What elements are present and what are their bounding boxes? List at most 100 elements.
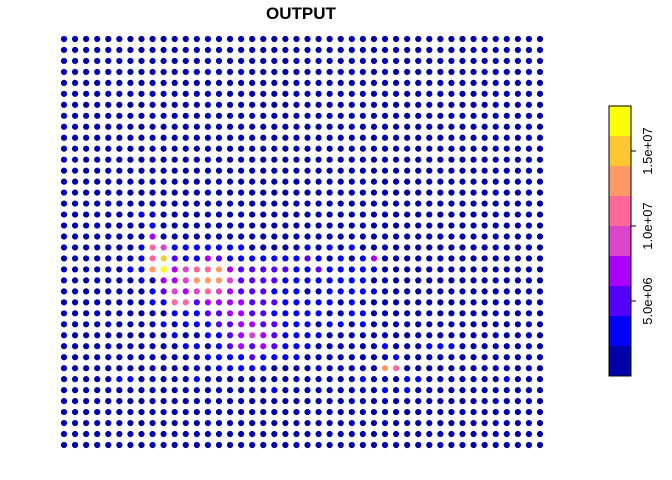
data-point — [392, 419, 400, 427]
data-point — [105, 419, 112, 427]
data-point — [105, 211, 112, 218]
data-point — [204, 90, 212, 97]
data-point — [392, 123, 400, 130]
data-point — [83, 266, 90, 273]
data-point — [260, 387, 267, 394]
data-point — [437, 200, 444, 207]
data-point — [426, 200, 433, 207]
data-point — [160, 244, 167, 251]
data-point — [260, 167, 267, 174]
data-point — [226, 441, 234, 449]
data-point — [149, 200, 156, 207]
data-point — [83, 200, 90, 207]
data-point — [105, 321, 112, 328]
data-point — [536, 310, 544, 317]
data-point — [448, 112, 455, 119]
data-point — [226, 233, 234, 240]
data-point — [204, 156, 212, 163]
data-point — [415, 101, 422, 108]
data-point — [337, 46, 344, 54]
data-point — [271, 200, 278, 207]
data-point — [105, 430, 112, 438]
data-point — [470, 200, 477, 207]
data-point — [149, 321, 156, 328]
data-point — [437, 90, 444, 97]
data-point — [83, 68, 90, 76]
data-point — [326, 408, 333, 416]
data-point — [204, 255, 212, 262]
data-point — [116, 101, 123, 108]
data-point — [215, 156, 223, 163]
data-point — [182, 332, 189, 339]
data-point — [249, 365, 256, 372]
data-point — [271, 365, 278, 372]
data-point — [437, 332, 444, 339]
data-point — [448, 222, 455, 229]
data-point — [370, 430, 378, 438]
data-point — [481, 123, 488, 130]
data-point — [260, 354, 267, 361]
data-point — [392, 178, 400, 185]
data-point — [171, 299, 178, 306]
data-point — [459, 441, 466, 449]
data-point — [83, 408, 90, 416]
data-point — [525, 365, 533, 372]
data-point — [437, 441, 444, 449]
data-point — [392, 354, 400, 361]
data-point — [60, 266, 68, 273]
data-point — [392, 211, 400, 218]
data-point — [94, 277, 101, 284]
data-point — [459, 430, 466, 438]
data-point — [437, 145, 444, 152]
data-point — [94, 101, 101, 108]
data-point — [160, 167, 167, 174]
data-point — [116, 387, 123, 394]
data-point — [293, 90, 300, 97]
data-point — [536, 57, 544, 65]
data-point — [182, 35, 189, 43]
data-point — [83, 343, 90, 350]
data-point — [392, 430, 400, 438]
data-point — [293, 123, 300, 130]
data-point — [116, 112, 123, 119]
data-point — [249, 35, 256, 43]
data-point — [260, 200, 267, 207]
data-point — [514, 244, 521, 251]
data-point — [116, 255, 123, 262]
data-point — [536, 145, 544, 152]
data-point — [182, 101, 189, 108]
data-point — [370, 156, 378, 163]
data-point — [326, 123, 333, 130]
data-point — [282, 266, 289, 273]
data-point — [304, 255, 311, 262]
data-point — [238, 255, 245, 262]
data-point — [193, 222, 200, 229]
data-point — [60, 332, 68, 339]
data-point — [459, 233, 466, 240]
data-point — [60, 255, 68, 262]
data-point — [304, 189, 311, 196]
data-point — [127, 430, 134, 438]
data-point — [492, 321, 499, 328]
data-point — [160, 277, 167, 284]
data-point — [94, 354, 101, 361]
data-point — [149, 211, 156, 218]
data-point — [481, 430, 488, 438]
data-point — [348, 299, 355, 306]
data-point — [492, 134, 499, 141]
data-point — [105, 255, 112, 262]
data-point — [448, 354, 455, 361]
data-point — [392, 189, 400, 196]
data-point — [282, 46, 289, 54]
data-point — [282, 222, 289, 229]
data-point — [282, 123, 289, 130]
data-point — [215, 112, 223, 119]
data-point — [525, 46, 533, 54]
data-point — [83, 145, 90, 152]
data-point — [160, 387, 167, 394]
chart-title: OUTPUT — [266, 4, 337, 23]
data-point — [160, 112, 167, 119]
data-point — [481, 145, 488, 152]
data-point — [525, 343, 533, 350]
data-point — [415, 419, 422, 427]
